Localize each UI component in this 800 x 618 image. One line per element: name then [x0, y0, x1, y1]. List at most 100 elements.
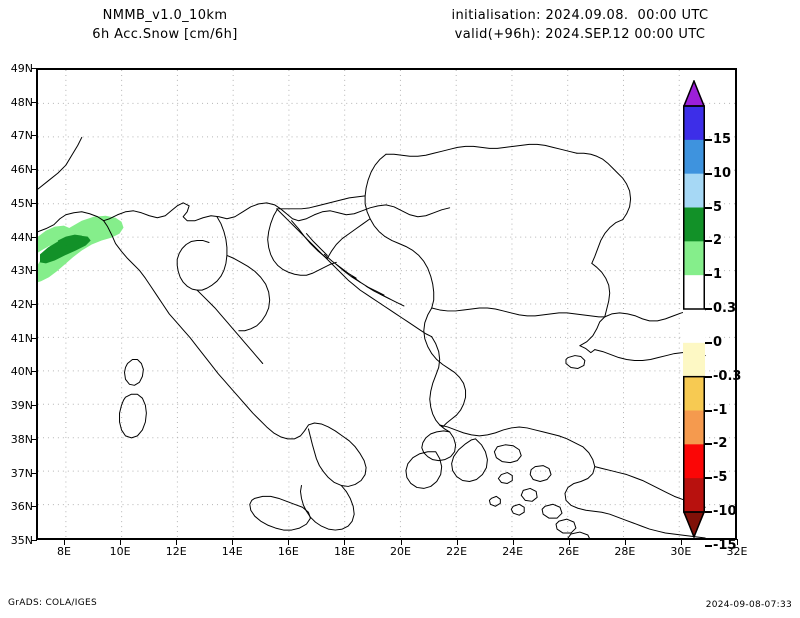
- latitude-tick-mark: [31, 68, 37, 69]
- longitude-tick-mark: [624, 539, 626, 545]
- latitude-tick-mark: [31, 270, 37, 272]
- coastline-and-border-lines: [38, 136, 706, 538]
- colorbar-tick-label: -1: [713, 402, 728, 418]
- latitude-tick-mark: [31, 304, 37, 305]
- snow-core-dark: [39, 235, 91, 264]
- colorbar-tick-label: -10: [713, 504, 737, 519]
- initialisation-time: initialisation: 2024.09.08. 00:00 UTC: [451, 8, 709, 23]
- longitude-tick-mark: [737, 539, 738, 545]
- colorbar-band: [683, 342, 705, 378]
- colorbar-tick-label: 1: [713, 267, 723, 283]
- colorbar-tick-label: 0: [713, 334, 723, 350]
- longitude-tick-mark: [568, 539, 570, 545]
- colorbar-band: [683, 376, 705, 411]
- latitude-tick-mark: [31, 540, 37, 541]
- latitude-tick-label: 44N: [10, 230, 33, 244]
- longitude-tick-label: 8E: [57, 545, 71, 558]
- colorbar-band-bottom-arrow: [683, 512, 705, 538]
- colorbar-band-top-arrow: [683, 80, 705, 106]
- render-timestamp: 2024-09-08-07:33: [705, 600, 792, 610]
- latitude-tick-label: 46N: [10, 163, 33, 177]
- latitude-tick-label: 45N: [10, 196, 33, 210]
- colorbar-tick-label: 10: [713, 165, 732, 181]
- longitude-tick-mark: [512, 539, 514, 545]
- snow-band-light-2: [38, 225, 71, 253]
- longitude-tick-label: 12E: [165, 545, 187, 558]
- colorbar-band: [683, 139, 705, 175]
- latitude-tick-label: 42N: [10, 298, 33, 311]
- colorbar-tick-mark: [705, 308, 712, 310]
- longitude-tick-mark: [400, 539, 402, 545]
- latitude-tick-mark: [31, 202, 37, 204]
- colorbar-tick-mark: [705, 172, 712, 175]
- latitude-tick-label: 35N: [10, 534, 33, 547]
- grid-lines: [38, 70, 735, 538]
- latitude-tick-label: 37N: [10, 466, 33, 480]
- longitude-tick-label: 24E: [502, 545, 524, 558]
- colorbar-tick-mark: [705, 511, 712, 513]
- longitude-tick-label: 18E: [333, 545, 355, 558]
- colorbar-band: [683, 478, 705, 513]
- longitude-axis: 8E 10E 12E 14E 16E 18E 20E 22E 24E 26E 28E 30E 32E: [36, 539, 747, 562]
- longitude-tick-mark: [120, 539, 122, 545]
- colorbar-tick-mark: [705, 477, 712, 480]
- colorbar-tick-mark: [705, 274, 712, 277]
- longitude-tick-mark: [232, 539, 234, 545]
- latitude-tick-mark: [31, 135, 37, 137]
- model-title: NMMB_v1.0_10km: [102, 8, 228, 23]
- latitude-tick-label: 47N: [10, 129, 33, 143]
- latitude-tick-label: 43N: [10, 264, 33, 278]
- colorbar-tick-mark: [705, 544, 712, 547]
- colorbar-tick-mark: [705, 341, 712, 344]
- colorbar-band: [683, 275, 705, 310]
- latitude-tick-mark: [31, 472, 37, 474]
- latitude-tick-mark: [31, 506, 37, 508]
- colorbar-band: [683, 444, 705, 479]
- latitude-tick-label: 40N: [10, 365, 33, 379]
- latitude-tick-label: 41N: [10, 331, 33, 345]
- longitude-tick-label: 10E: [109, 545, 131, 558]
- map-canvas: [38, 70, 735, 538]
- latitude-tick-mark: [31, 405, 37, 407]
- header-right-block: initialisation: 2024.09.08. 00:00 UTC va…: [400, 6, 760, 44]
- colorbar-tick-mark: [705, 240, 712, 243]
- colorbar-arrow-outline-bottom: [683, 511, 705, 538]
- snow-accumulation-shading: [38, 215, 124, 283]
- colorbar-swatches: [683, 80, 705, 538]
- latitude-tick-label: 48N: [10, 95, 33, 109]
- latitude-tick-mark: [31, 337, 37, 339]
- colorbar-tick-label: -5: [713, 470, 728, 486]
- map-plot-area[interactable]: [36, 68, 737, 540]
- header-left-block: NMMB_v1.0_10km 6h Acc.Snow [cm/6h]: [0, 6, 330, 44]
- latitude-tick-mark: [31, 236, 37, 238]
- longitude-tick-label: 30E: [670, 545, 692, 558]
- colorbar-band: [683, 309, 705, 344]
- longitude-tick-mark: [288, 539, 290, 545]
- longitude-tick-mark: [456, 539, 458, 545]
- longitude-tick-mark: [176, 539, 178, 545]
- latitude-tick-label: 49N: [10, 62, 33, 75]
- colorbar-band: [683, 241, 705, 276]
- colorbar-band: [683, 173, 705, 208]
- variable-title: 6h Acc.Snow [cm/6h]: [92, 27, 238, 42]
- grads-credit: GrADS: COLA/IGES: [8, 598, 97, 608]
- latitude-tick-mark: [31, 169, 37, 171]
- latitude-tick-label: 36N: [10, 500, 33, 514]
- colorbar-arrow-outline-top: [683, 80, 705, 107]
- latitude-tick-label: 39N: [10, 399, 33, 413]
- latitude-tick-mark: [31, 438, 37, 440]
- snow-core-dark-2: [57, 234, 83, 247]
- latitude-tick-label: 38N: [10, 432, 33, 446]
- latitude-axis: 35N 36N 37N 38N 39N 40N 41N 42N 43N 44N 45N 46N 47N 4…: [0, 63, 37, 546]
- colorbar-legend[interactable]: 15 10 5 2 1 0.3 0 -0.3 -1 -2 -5 -10 -15: [683, 80, 741, 552]
- snow-band-light: [38, 215, 124, 283]
- colorbar-tick-mark: [705, 409, 712, 412]
- longitude-tick-mark: [64, 539, 66, 545]
- longitude-tick-label: 28E: [614, 545, 636, 558]
- latitude-tick-mark: [31, 101, 37, 103]
- colorbar-tick-label: -2: [713, 436, 728, 452]
- colorbar-tick-label: -0.3: [713, 368, 742, 384]
- colorbar-band: [683, 207, 705, 242]
- colorbar-tick-label: 0.3: [713, 301, 737, 316]
- valid-time: valid(+96h): 2024.SEP.12 00:00 UTC: [454, 27, 706, 42]
